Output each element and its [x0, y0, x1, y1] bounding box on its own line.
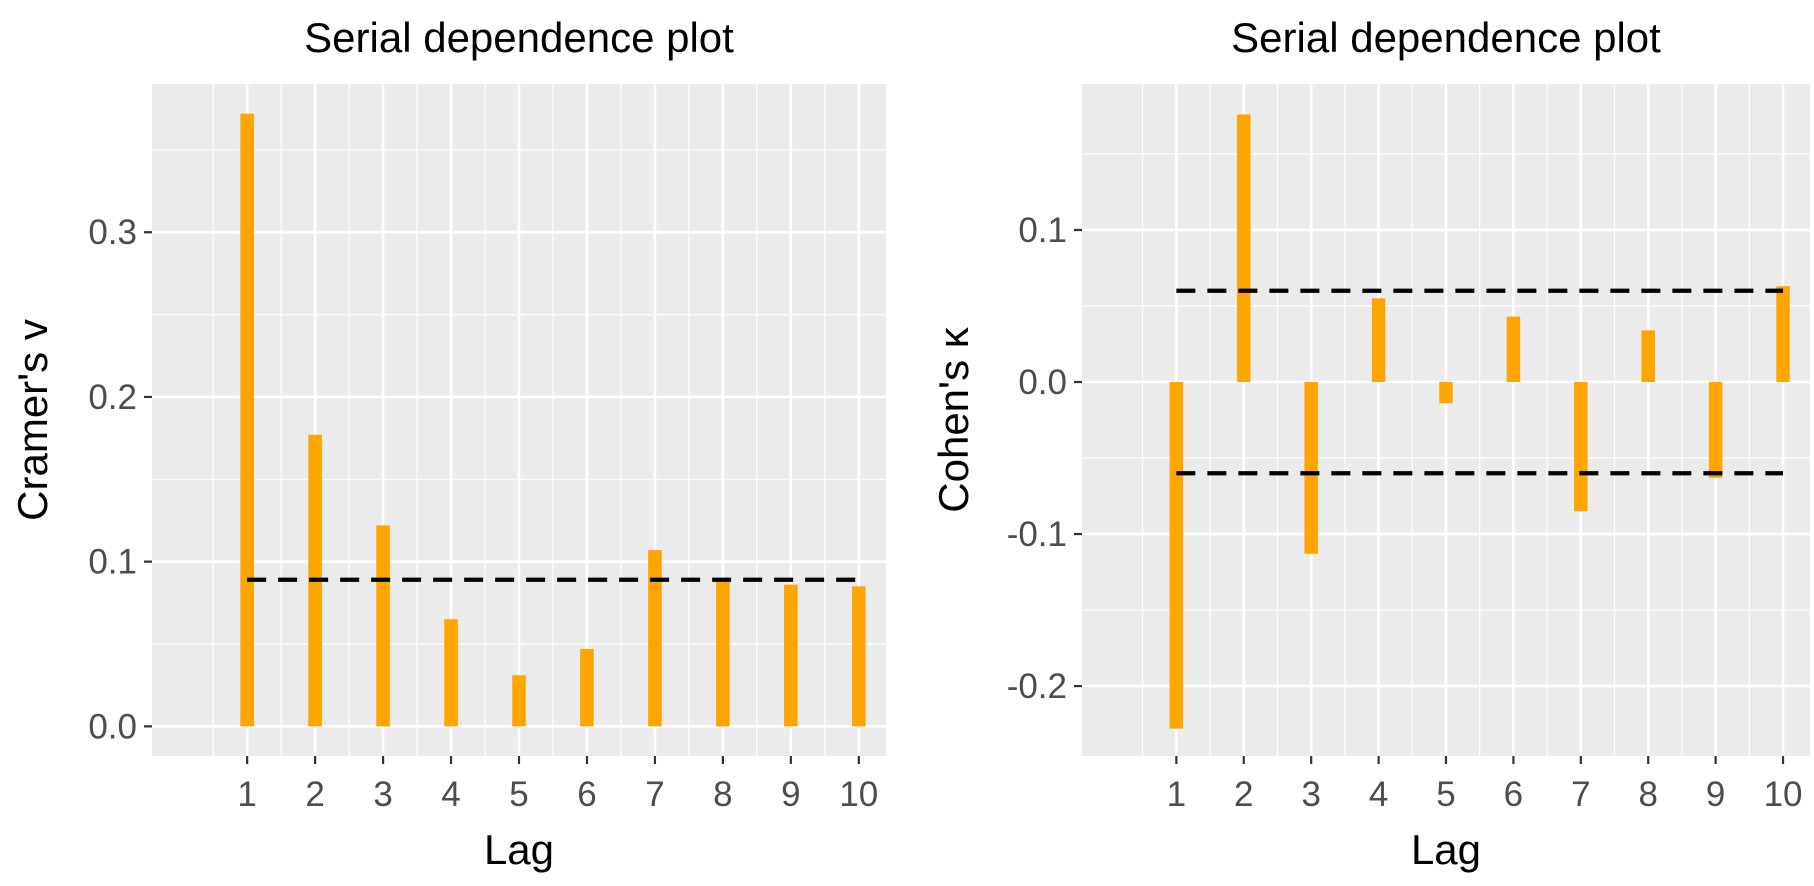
bar-lag-3-left — [376, 525, 390, 727]
bars-right — [1169, 114, 1790, 729]
y-axis-title-right: Cohen's κ — [930, 326, 977, 512]
bar-lag-2-right — [1237, 114, 1251, 382]
bar-lag-3-right — [1304, 381, 1318, 554]
bars-left — [240, 113, 866, 727]
bar-lag-9-left — [784, 584, 798, 727]
bar-lag-6-right — [1506, 316, 1521, 382]
x-tick-label-right: 2 — [1234, 775, 1253, 814]
x-tick-label-left: 2 — [305, 775, 324, 814]
x-tick-label-left: 7 — [645, 775, 664, 814]
x-tick-label-left: 8 — [713, 775, 732, 814]
y-axis-title-left: Cramer's v — [9, 319, 56, 521]
bar-lag-10-right — [1776, 286, 1790, 382]
y-tick-label-left: 0.2 — [88, 378, 137, 417]
chart-title-left: Serial dependence plot — [304, 14, 734, 61]
x-axis-right: 1 2 3 4 5 6 7 8 9 10 — [1167, 756, 1803, 814]
chart-left: 0.0 0.1 0.2 0.3 1 2 3 4 5 6 7 8 9 10 Serial dependen… — [9, 14, 886, 873]
x-tick-label-left: 5 — [509, 775, 528, 814]
x-tick-label-left: 9 — [781, 775, 800, 814]
bar-lag-8-left — [716, 581, 730, 727]
x-tick-label-left: 3 — [373, 775, 392, 814]
y-axis-left: 0.0 0.1 0.2 0.3 — [88, 213, 152, 746]
bar-lag-5-right — [1439, 381, 1453, 404]
bar-lag-8-right — [1641, 330, 1655, 382]
bar-lag-4-left — [444, 619, 458, 727]
bar-lag-10-left — [852, 586, 866, 727]
x-tick-label-right: 4 — [1369, 775, 1388, 814]
chart-title-right: Serial dependence plot — [1231, 14, 1661, 61]
chart-right: -0.2 -0.1 0.0 0.1 1 2 3 4 5 6 7 8 9 10 Serial depend… — [930, 14, 1810, 873]
bar-lag-1-right — [1169, 381, 1184, 729]
x-tick-label-left: 1 — [237, 775, 256, 814]
x-tick-label-right: 3 — [1301, 775, 1320, 814]
bar-lag-7-left — [648, 550, 662, 727]
x-tick-label-right: 8 — [1638, 775, 1657, 814]
x-axis-left: 1 2 3 4 5 6 7 8 9 10 — [237, 756, 878, 814]
x-tick-label-right: 6 — [1504, 775, 1523, 814]
x-axis-title-right: Lag — [1411, 826, 1481, 873]
y-axis-right: -0.2 -0.1 0.0 0.1 — [1007, 211, 1082, 706]
y-tick-label-right: 0.0 — [1018, 363, 1067, 402]
x-axis-title-left: Lag — [484, 826, 554, 873]
x-tick-label-right: 9 — [1706, 775, 1725, 814]
bar-lag-1-left — [240, 113, 254, 727]
x-tick-label-right: 7 — [1571, 775, 1590, 814]
threshold-lines-right — [1176, 288, 1784, 476]
bar-lag-5-left — [512, 675, 526, 727]
bar-lag-7-right — [1574, 381, 1588, 512]
x-tick-label-left: 10 — [839, 775, 878, 814]
x-tick-label-right: 5 — [1436, 775, 1455, 814]
x-tick-label-right: 1 — [1167, 775, 1186, 814]
x-tick-label-left: 4 — [441, 775, 460, 814]
y-tick-label-left: 0.1 — [88, 543, 137, 582]
y-tick-label-left: 0.0 — [88, 707, 137, 746]
x-tick-label-right: 10 — [1764, 775, 1803, 814]
bar-lag-6-left — [580, 648, 594, 727]
bar-lag-9-right — [1708, 381, 1723, 478]
y-tick-label-right: -0.1 — [1007, 515, 1067, 554]
x-tick-label-left: 6 — [577, 775, 596, 814]
bar-lag-4-right — [1371, 298, 1386, 382]
y-tick-label-left: 0.3 — [88, 213, 137, 252]
y-tick-label-right: -0.2 — [1007, 667, 1067, 706]
y-tick-label-right: 0.1 — [1018, 211, 1067, 250]
